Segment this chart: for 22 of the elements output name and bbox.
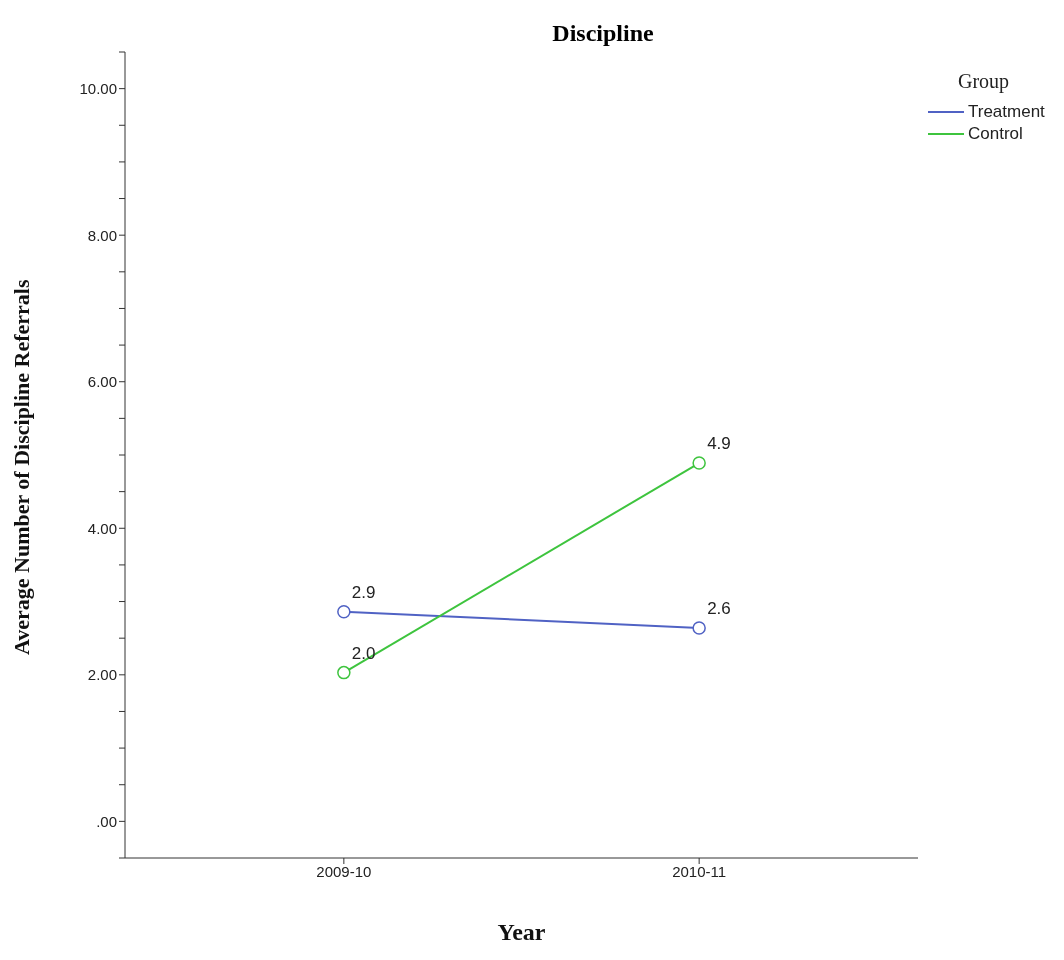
legend-label: Treatment bbox=[968, 102, 1045, 122]
y-tick-label: 4.00 bbox=[87, 519, 117, 537]
y-tick-label: 6.00 bbox=[87, 373, 117, 391]
point bbox=[337, 665, 351, 680]
legend-label: Control bbox=[968, 124, 1023, 144]
legend-title: Group bbox=[957, 70, 1011, 93]
y-tick-label: 2.00 bbox=[87, 666, 117, 684]
data-label: 2.9 bbox=[351, 582, 376, 602]
x-tick-label: 2010-11 bbox=[672, 862, 727, 880]
y-tick-label: .00 bbox=[96, 812, 117, 830]
x-axis-title: Year bbox=[497, 919, 546, 945]
data-label: 2.6 bbox=[707, 598, 731, 618]
point bbox=[692, 621, 706, 635]
y-tick-label: 8.00 bbox=[87, 226, 117, 244]
chart-title: Discipline bbox=[551, 20, 655, 47]
x-tick-label: 2009-10 bbox=[316, 862, 372, 880]
y-tick-label: 10.00 bbox=[79, 79, 117, 97]
point bbox=[692, 456, 706, 470]
data-label: 2.0 bbox=[351, 643, 376, 663]
data-label: 4.9 bbox=[707, 434, 731, 454]
y-axis-title: Average Number of Discipline Referrals bbox=[8, 279, 34, 655]
point bbox=[337, 605, 351, 619]
